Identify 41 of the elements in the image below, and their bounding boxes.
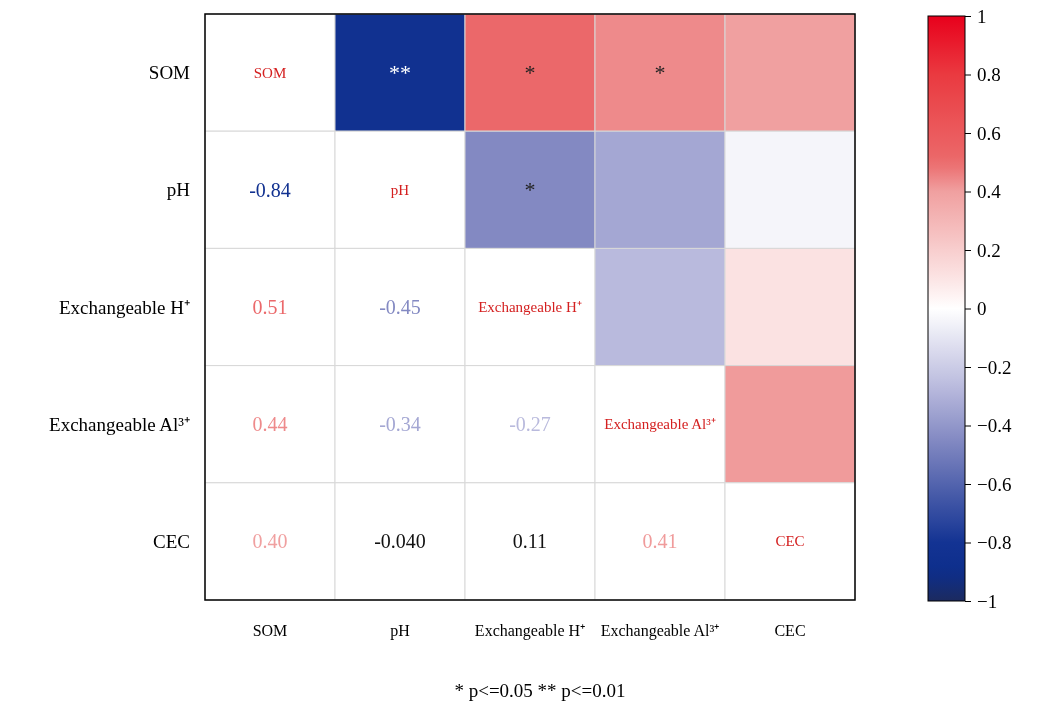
color-bar-label: 0 xyxy=(977,298,987,320)
color-bar-label: −0.6 xyxy=(977,473,1012,495)
text: -0.34 xyxy=(379,413,421,436)
color-bar-label: −1 xyxy=(977,590,998,612)
color-bar-label: 0.6 xyxy=(977,122,1001,144)
text: -0.84 xyxy=(249,178,291,201)
text: Exchangeable H⁺ xyxy=(478,299,582,315)
x-tick-label: pH xyxy=(390,622,411,640)
y-tick-label: pH xyxy=(166,179,191,201)
color-bar-label: −0.8 xyxy=(977,532,1012,554)
y-tick-label: SOM xyxy=(148,62,191,84)
text: 0.51 xyxy=(252,296,288,318)
text: -0.45 xyxy=(379,296,421,318)
text: 0.40 xyxy=(252,530,288,553)
text: * p<=0.05 ** p<=0.01 xyxy=(454,680,626,701)
text: 0.11 xyxy=(512,530,548,553)
data-label: * xyxy=(654,60,666,86)
y-tick-label: Exchangeable Al³⁺ xyxy=(49,413,190,435)
data-label: * xyxy=(524,60,536,86)
x-tick-label: Exchangeable Al³⁺ xyxy=(600,622,720,640)
color-bar-label: −0.4 xyxy=(977,415,1012,437)
text: 0.44 xyxy=(252,413,288,436)
color-bar-label: 0.4 xyxy=(977,181,1002,203)
x-tick-label: SOM xyxy=(252,622,288,639)
color-bar-label: 1 xyxy=(977,5,987,27)
data-label: ** xyxy=(389,60,411,86)
text: Exchangeable Al³⁺ xyxy=(604,416,716,433)
text: pH xyxy=(390,181,410,198)
text: 0.41 xyxy=(642,530,678,553)
y-tick-label: Exchangeable H⁺ xyxy=(58,296,190,318)
color-bar-label: −0.2 xyxy=(977,356,1012,378)
text: CEC xyxy=(775,533,805,550)
color-bar-label: 0.8 xyxy=(977,64,1001,86)
color-bar-label: 0.2 xyxy=(977,239,1001,261)
x-tick-label: CEC xyxy=(774,622,806,639)
x-tick-label: Exchangeable H⁺ xyxy=(474,622,586,640)
y-tick-label: CEC xyxy=(153,530,190,552)
text: -0.27 xyxy=(509,413,551,436)
text: SOM xyxy=(253,64,287,81)
text: -0.040 xyxy=(374,530,426,553)
data-label: * xyxy=(524,177,536,203)
